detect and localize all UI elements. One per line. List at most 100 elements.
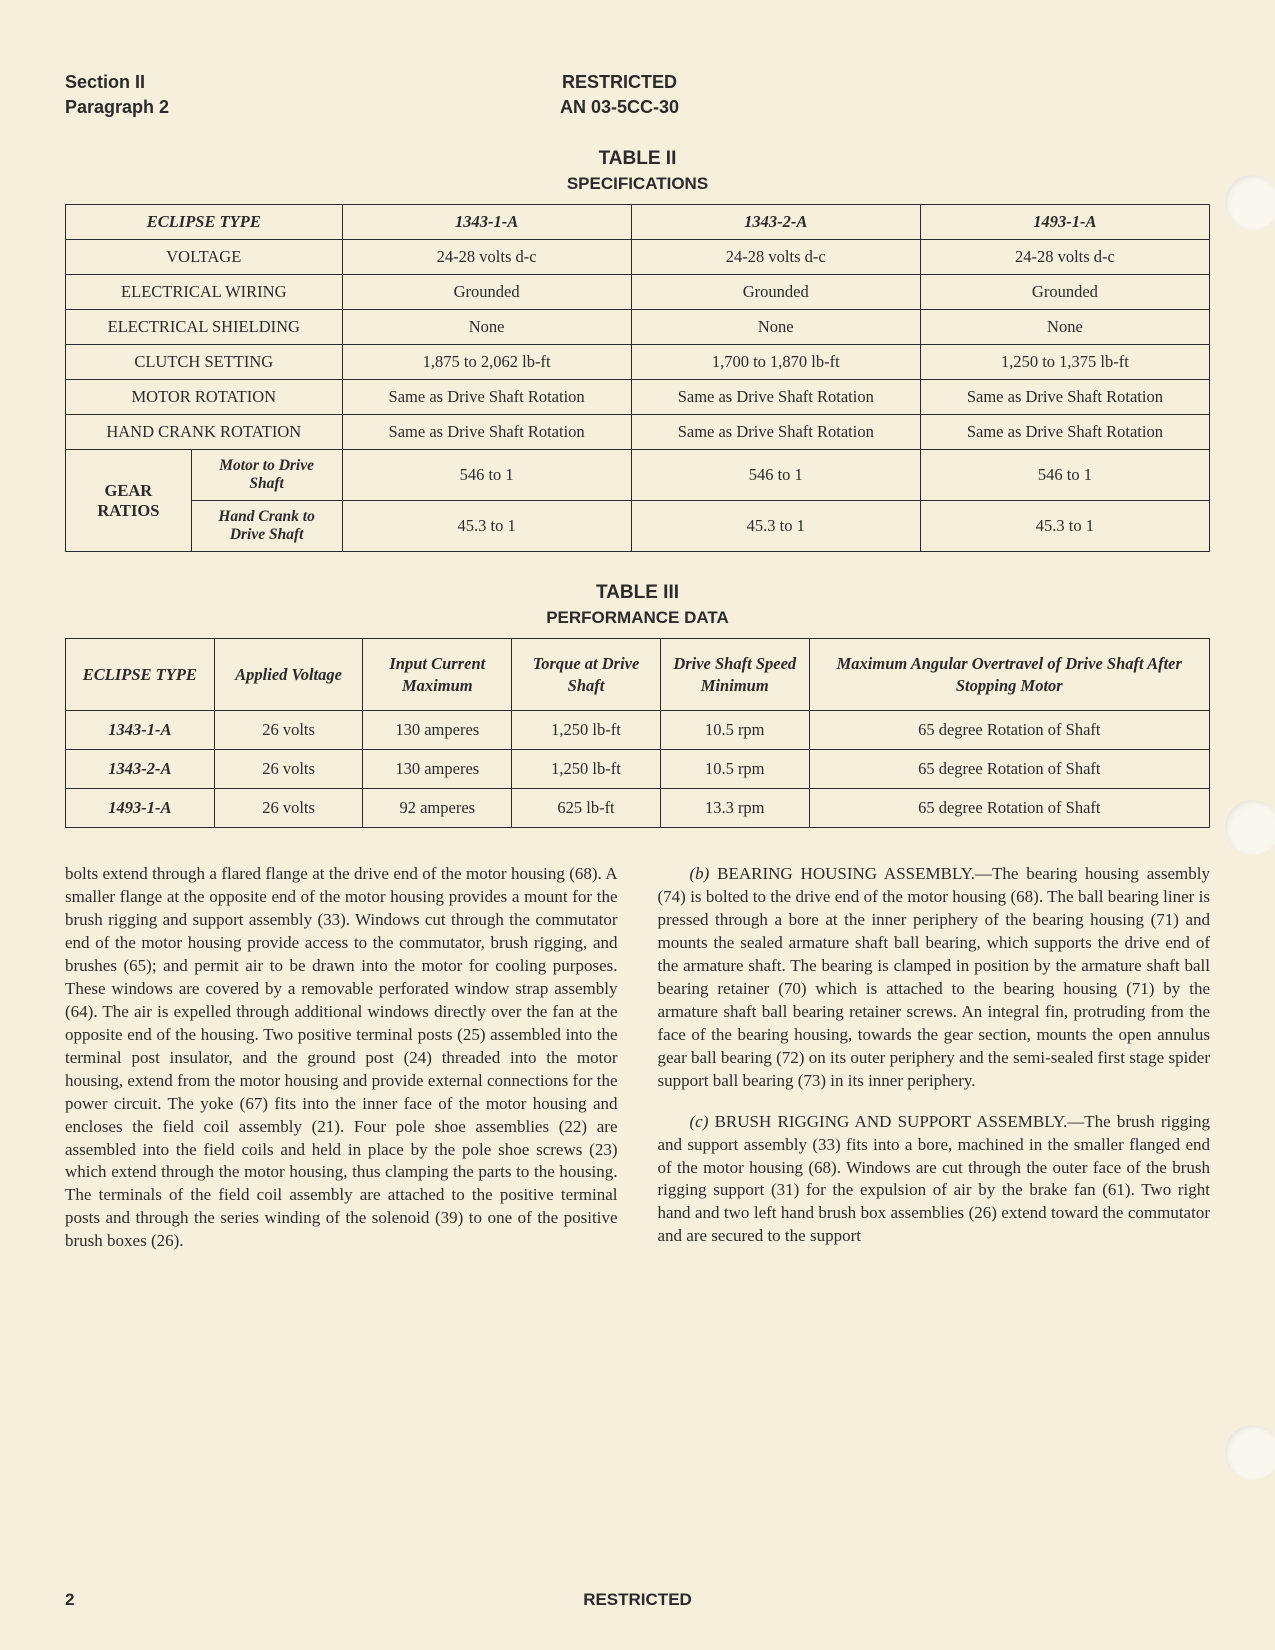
right-p1: (b) BEARING HOUSING ASSEMBLY.—The bearin… bbox=[658, 863, 1211, 1092]
p1-mark: (b) bbox=[690, 864, 710, 883]
table-row: MOTOR ROTATIONSame as Drive Shaft Rotati… bbox=[66, 380, 1210, 415]
perf-cell: 26 volts bbox=[214, 750, 363, 789]
table-row: ELECTRICAL WIRINGGroundedGroundedGrounde… bbox=[66, 275, 1210, 310]
table-row: CLUTCH SETTING1,875 to 2,062 lb-ft1,700 … bbox=[66, 345, 1210, 380]
spec-cell: 546 to 1 bbox=[920, 450, 1209, 501]
spec-cell: 24-28 volts d-c bbox=[631, 240, 920, 275]
table-row: Hand Crank to Drive Shaft 45.3 to 145.3 … bbox=[66, 501, 1210, 552]
spec-cell: None bbox=[631, 310, 920, 345]
classification-bottthose: RESTRICTED bbox=[583, 1590, 692, 1610]
spec-header-row: ECLIPSE TYPE 1343-1-A 1343-2-A 1493-1-A bbox=[66, 205, 1210, 240]
perf-cell: 13.3 rpm bbox=[660, 789, 809, 828]
spec-cell: 1,250 to 1,375 lb-ft bbox=[920, 345, 1209, 380]
header-spacer bbox=[1070, 70, 1210, 120]
perf-cell: 625 lb-ft bbox=[512, 789, 661, 828]
right-column: (b) BEARING HOUSING ASSEMBLY.—The bearin… bbox=[658, 863, 1211, 1271]
spec-cell: Same as Drive Shaft Rotation bbox=[920, 415, 1209, 450]
p2-mark: (c) bbox=[690, 1112, 709, 1131]
page-header: Section II Paragraph 2 RESTRICTED AN 03-… bbox=[65, 70, 1210, 120]
spec-col-3: 1493-1-A bbox=[920, 205, 1209, 240]
table-row: 1343-2-A26 volts130 amperes1,250 lb-ft10… bbox=[66, 750, 1210, 789]
perf-h-4: Drive Shaft Speed Minimum bbox=[660, 639, 809, 711]
perf-cell: 1,250 lb-ft bbox=[512, 750, 661, 789]
right-p2: (c) BRUSH RIGGING AND SUPPORT ASSEMBLY.—… bbox=[658, 1111, 1211, 1249]
table-row: HAND CRANK ROTATIONSame as Drive Shaft R… bbox=[66, 415, 1210, 450]
spec-cell: 1,875 to 2,062 lb-ft bbox=[342, 345, 631, 380]
table-row: 1493-1-A26 volts92 amperes625 lb-ft13.3 … bbox=[66, 789, 1210, 828]
spec-cell: None bbox=[342, 310, 631, 345]
section-label: Section II bbox=[65, 70, 169, 95]
spec-cell: 45.3 to 1 bbox=[631, 501, 920, 552]
gear-sub1-label: Motor to Drive Shaft bbox=[191, 450, 342, 501]
perf-cell: 130 amperes bbox=[363, 711, 512, 750]
spec-cell: 45.3 to 1 bbox=[342, 501, 631, 552]
spec-row-label: ELECTRICAL SHIELDING bbox=[66, 310, 343, 345]
p2-head: BRUSH RIGGING AND SUPPORT ASSEMBLY.— bbox=[708, 1112, 1084, 1131]
punch-hole bbox=[1225, 1425, 1275, 1480]
spec-col-type: ECLIPSE TYPE bbox=[66, 205, 343, 240]
spec-cell: 24-28 volts d-c bbox=[342, 240, 631, 275]
table3-subtitle: PERFORMANCE DATA bbox=[65, 608, 1210, 628]
table2-title: TABLE II bbox=[65, 148, 1210, 170]
table2-subtitle: SPECIFICATIONS bbox=[65, 174, 1210, 194]
perf-cell: 1,250 lb-ft bbox=[512, 711, 661, 750]
punch-hole bbox=[1225, 800, 1275, 855]
table3-title: TABLE III bbox=[65, 582, 1210, 604]
left-p1: bolts extend through a flared flange at … bbox=[65, 863, 618, 1253]
table-row: 1343-1-A26 volts130 amperes1,250 lb-ft10… bbox=[66, 711, 1210, 750]
spec-cell: Grounded bbox=[631, 275, 920, 310]
perf-cell: 10.5 rpm bbox=[660, 711, 809, 750]
page-footer: 2 RESTRICTED bbox=[65, 1590, 1210, 1610]
spec-row-label: CLUTCH SETTING bbox=[66, 345, 343, 380]
perf-h-1: Applied Voltage bbox=[214, 639, 363, 711]
spec-col-1: 1343-1-A bbox=[342, 205, 631, 240]
spec-cell: Grounded bbox=[342, 275, 631, 310]
header-center: RESTRICTED AN 03-5CC-30 bbox=[560, 70, 679, 120]
gear-sub2-label: Hand Crank to Drive Shaft bbox=[191, 501, 342, 552]
p1-head: BEARING HOUSING ASSEMBLY.— bbox=[709, 864, 992, 883]
perf-cell: 26 volts bbox=[214, 711, 363, 750]
page-number: 2 bbox=[65, 1590, 74, 1610]
table-row: VOLTAGE24-28 volts d-c24-28 volts d-c24-… bbox=[66, 240, 1210, 275]
perf-type: 1493-1-A bbox=[66, 789, 215, 828]
spec-cell: Same as Drive Shaft Rotation bbox=[342, 415, 631, 450]
spec-col-2: 1343-2-A bbox=[631, 205, 920, 240]
spec-cell: 45.3 to 1 bbox=[920, 501, 1209, 552]
header-left: Section II Paragraph 2 bbox=[65, 70, 169, 120]
perf-h-0: ECLIPSE TYPE bbox=[66, 639, 215, 711]
p1-body: The bearing housing assembly (74) is bol… bbox=[658, 864, 1211, 1089]
spec-cell: Same as Drive Shaft Rotation bbox=[920, 380, 1209, 415]
spec-cell: Same as Drive Shaft Rotation bbox=[342, 380, 631, 415]
classification-top: RESTRICTED bbox=[560, 70, 679, 95]
perf-cell: 10.5 rpm bbox=[660, 750, 809, 789]
perf-h-5: Maximum Angular Overtravel of Drive Shaf… bbox=[809, 639, 1209, 711]
specifications-table: ECLIPSE TYPE 1343-1-A 1343-2-A 1493-1-A … bbox=[65, 204, 1210, 552]
perf-type: 1343-1-A bbox=[66, 711, 215, 750]
perf-h-2: Input Current Maximum bbox=[363, 639, 512, 711]
perf-cell: 130 amperes bbox=[363, 750, 512, 789]
table-row: ELECTRICAL SHIELDINGNoneNoneNone bbox=[66, 310, 1210, 345]
spec-cell: Grounded bbox=[920, 275, 1209, 310]
body-text: bolts extend through a flared flange at … bbox=[65, 863, 1210, 1271]
punch-hole bbox=[1225, 175, 1275, 230]
spec-cell: 546 to 1 bbox=[342, 450, 631, 501]
perf-cell: 65 degree Rotation of Shaft bbox=[809, 789, 1209, 828]
spec-cell: None bbox=[920, 310, 1209, 345]
spec-cell: Same as Drive Shaft Rotation bbox=[631, 380, 920, 415]
perf-header-row: ECLIPSE TYPE Applied Voltage Input Curre… bbox=[66, 639, 1210, 711]
spec-row-label: ELECTRICAL WIRING bbox=[66, 275, 343, 310]
perf-cell: 65 degree Rotation of Shaft bbox=[809, 750, 1209, 789]
left-column: bolts extend through a flared flange at … bbox=[65, 863, 618, 1271]
spec-row-label: MOTOR ROTATION bbox=[66, 380, 343, 415]
gear-ratios-label: GEAR RATIOS bbox=[66, 450, 192, 552]
perf-cell: 65 degree Rotation of Shaft bbox=[809, 711, 1209, 750]
p2-body: The brush rigging and support assembly (… bbox=[658, 1112, 1211, 1246]
spec-row-label: HAND CRANK ROTATION bbox=[66, 415, 343, 450]
perf-cell: 26 volts bbox=[214, 789, 363, 828]
table-row: GEAR RATIOS Motor to Drive Shaft 546 to … bbox=[66, 450, 1210, 501]
spec-cell: 546 to 1 bbox=[631, 450, 920, 501]
paragraph-label: Paragraph 2 bbox=[65, 95, 169, 120]
perf-type: 1343-2-A bbox=[66, 750, 215, 789]
perf-cell: 92 amperes bbox=[363, 789, 512, 828]
perf-h-3: Torque at Drive Shaft bbox=[512, 639, 661, 711]
